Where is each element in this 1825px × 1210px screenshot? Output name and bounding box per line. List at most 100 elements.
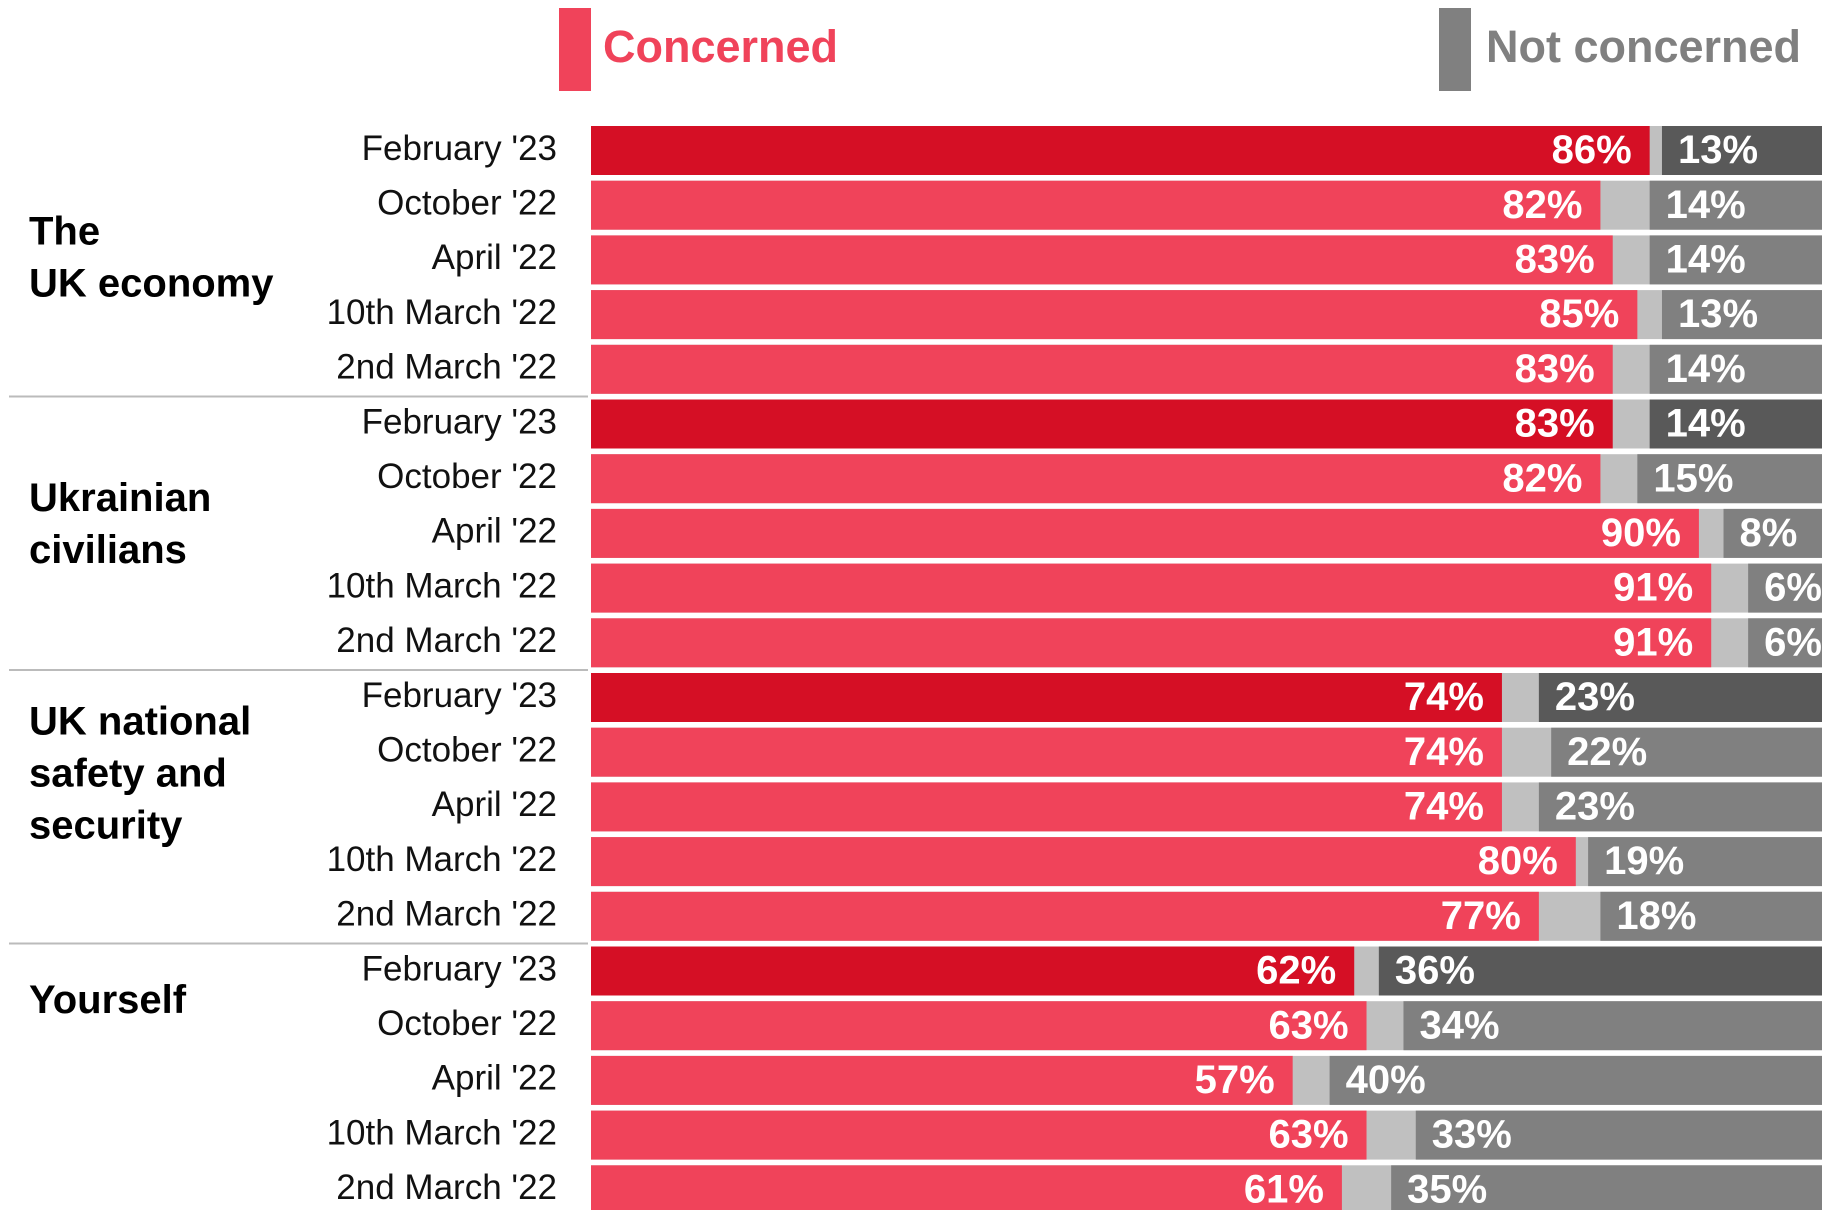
category-label: October '22 xyxy=(377,1004,557,1043)
bar-segment xyxy=(591,126,1650,175)
bar-segment xyxy=(591,235,1613,285)
group-label: Yourself xyxy=(29,978,187,1022)
bar-segment xyxy=(591,1110,1367,1160)
bar-segment xyxy=(1748,563,1822,613)
value-label: 74% xyxy=(1404,675,1484,719)
category-label: February '23 xyxy=(362,402,557,441)
bar-segment xyxy=(591,837,1576,887)
bar-segment xyxy=(1600,891,1822,941)
bar-segment xyxy=(591,782,1502,832)
value-label: 23% xyxy=(1555,675,1635,719)
bar-segment xyxy=(1538,782,1822,832)
value-label: 13% xyxy=(1678,128,1758,172)
bar-segment xyxy=(591,673,1502,722)
category-label: 10th March '22 xyxy=(327,1113,557,1152)
value-label: 22% xyxy=(1567,730,1647,774)
category-label: April '22 xyxy=(432,785,557,824)
value-label: 8% xyxy=(1740,511,1798,555)
bar-segment xyxy=(1637,454,1822,504)
value-label: 74% xyxy=(1404,784,1484,828)
value-label: 74% xyxy=(1404,730,1484,774)
bar-segment xyxy=(1329,1055,1822,1105)
value-label: 62% xyxy=(1256,949,1336,993)
bar-segment xyxy=(591,1001,1367,1051)
bar-segment xyxy=(591,1165,1342,1210)
bar-segment xyxy=(591,727,1502,777)
group-label: The xyxy=(29,209,100,253)
value-label: 83% xyxy=(1515,237,1595,281)
value-label: 82% xyxy=(1502,183,1582,227)
category-label: 10th March '22 xyxy=(327,566,557,605)
value-label: 90% xyxy=(1601,511,1681,555)
value-label: 91% xyxy=(1613,620,1693,664)
bar-segment xyxy=(591,290,1638,340)
category-label: October '22 xyxy=(377,457,557,496)
value-label: 63% xyxy=(1268,1113,1348,1157)
group-label: civilians xyxy=(29,528,187,572)
value-label: 6% xyxy=(1764,566,1822,610)
group-label: UK economy xyxy=(29,261,274,305)
bar-segment xyxy=(1723,508,1822,558)
legend-swatch xyxy=(1439,8,1471,91)
bar-segment xyxy=(1415,1110,1822,1160)
value-label: 57% xyxy=(1195,1058,1275,1102)
bar-segment xyxy=(1649,344,1822,394)
value-label: 91% xyxy=(1613,566,1693,610)
value-label: 86% xyxy=(1552,128,1632,172)
group-label: safety and xyxy=(29,751,227,795)
bar-segment xyxy=(1661,290,1822,340)
bar-segment xyxy=(591,891,1539,941)
value-label: 19% xyxy=(1604,839,1684,883)
bar-segment xyxy=(1378,946,1822,996)
group-label: Ukrainian xyxy=(29,476,211,520)
category-label: 2nd March '22 xyxy=(336,895,557,934)
value-label: 83% xyxy=(1515,402,1595,446)
value-label: 34% xyxy=(1419,1003,1499,1047)
category-label: February '23 xyxy=(362,949,557,988)
bar-segment xyxy=(1649,399,1822,449)
bar-segment xyxy=(1403,1001,1822,1051)
category-label: April '22 xyxy=(432,512,557,551)
bar-segment xyxy=(1649,180,1822,230)
value-label: 14% xyxy=(1666,402,1746,446)
bar-segment xyxy=(1391,1165,1822,1210)
category-label: April '22 xyxy=(432,238,557,277)
group-label: security xyxy=(29,803,183,847)
bar-segment xyxy=(591,344,1613,394)
value-label: 35% xyxy=(1407,1167,1487,1210)
bar-segment xyxy=(591,180,1601,230)
value-label: 77% xyxy=(1441,894,1521,938)
value-label: 85% xyxy=(1539,292,1619,336)
value-label: 18% xyxy=(1616,894,1696,938)
category-label: 2nd March '22 xyxy=(336,621,557,660)
value-label: 36% xyxy=(1395,949,1475,993)
group-label: UK national xyxy=(29,699,251,743)
legend-label: Concerned xyxy=(603,21,838,72)
bar-segment xyxy=(1588,837,1822,887)
bar-segment xyxy=(591,563,1712,613)
value-label: 15% xyxy=(1653,456,1733,500)
legend-swatch xyxy=(559,8,591,91)
bar-segment xyxy=(591,946,1355,996)
value-label: 14% xyxy=(1666,347,1746,391)
value-label: 40% xyxy=(1346,1058,1426,1102)
bar-segment xyxy=(591,399,1613,449)
value-label: 83% xyxy=(1515,347,1595,391)
value-label: 14% xyxy=(1666,183,1746,227)
value-label: 13% xyxy=(1678,292,1758,336)
bar-segment xyxy=(1551,727,1822,777)
category-label: 2nd March '22 xyxy=(336,1168,557,1207)
category-label: October '22 xyxy=(377,730,557,769)
bar-segment xyxy=(1748,618,1822,668)
bar-segment xyxy=(591,1055,1293,1105)
bar-segment xyxy=(1661,126,1822,175)
bar-segment xyxy=(591,618,1712,668)
value-label: 14% xyxy=(1666,237,1746,281)
value-label: 6% xyxy=(1764,620,1822,664)
bar-segment xyxy=(1649,235,1822,285)
category-label: 10th March '22 xyxy=(327,293,557,332)
category-label: April '22 xyxy=(432,1059,557,1098)
category-label: February '23 xyxy=(362,676,557,715)
value-label: 82% xyxy=(1502,456,1582,500)
